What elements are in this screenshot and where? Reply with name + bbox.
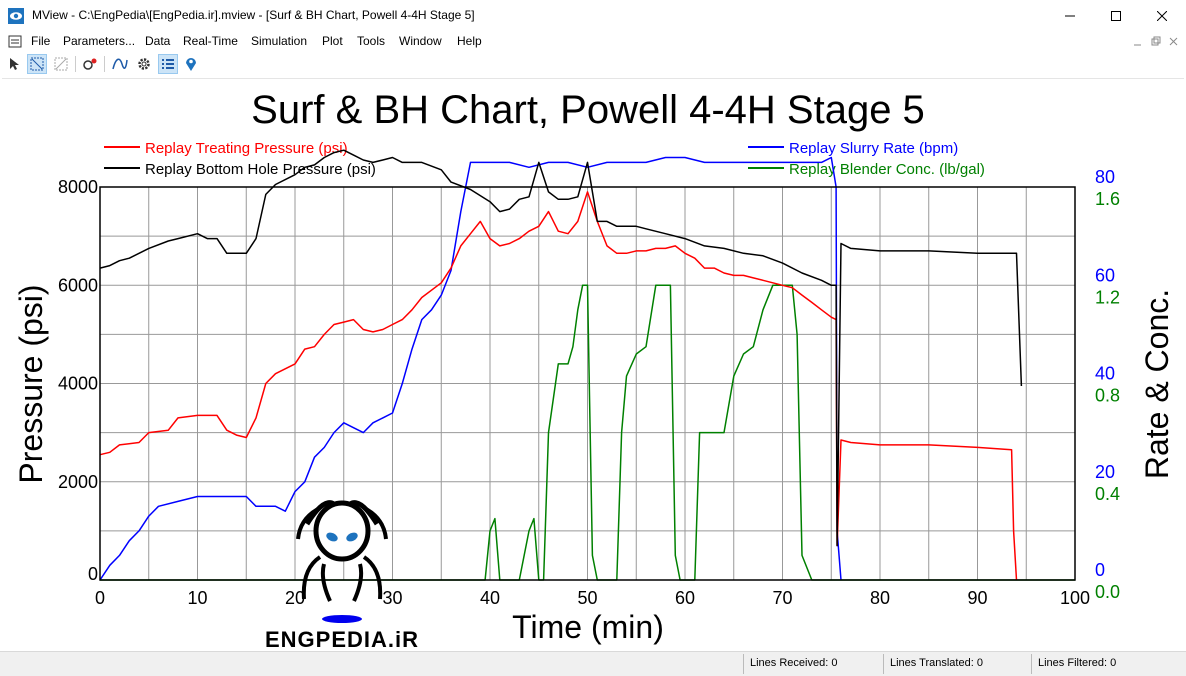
fit-icon bbox=[83, 58, 97, 70]
y-tick-label: 2000 bbox=[58, 472, 98, 492]
engpedia-watermark-text: ENGPEDIA.iR bbox=[265, 627, 419, 651]
status-separator bbox=[1031, 654, 1032, 674]
y-tick-label: 6000 bbox=[58, 275, 98, 295]
window-title: MView - C:\EngPedia\[EngPedia.ir].mview … bbox=[32, 8, 475, 22]
curve-tool-button[interactable] bbox=[110, 54, 130, 74]
minimize-button[interactable] bbox=[1047, 0, 1093, 32]
close-button[interactable] bbox=[1139, 0, 1185, 32]
chart-title: Surf & BH Chart, Powell 4-4H Stage 5 bbox=[251, 88, 925, 132]
menu-real-time[interactable]: Real-Time bbox=[183, 34, 238, 48]
legend-label-slurry: Replay Slurry Rate (bpm) bbox=[789, 140, 958, 157]
conc-tick-label: 0.4 bbox=[1095, 484, 1120, 504]
rate-tick-label: 80 bbox=[1095, 167, 1115, 187]
rate-tick-label: 40 bbox=[1095, 364, 1115, 384]
maximize-button[interactable] bbox=[1093, 0, 1139, 32]
y2-axis-label: Rate & Conc. bbox=[1139, 289, 1175, 479]
status-lines-filtered: Lines Filtered: 0 bbox=[1038, 657, 1117, 669]
y-axis-label: Pressure (psi) bbox=[13, 284, 49, 483]
document-icon[interactable] bbox=[8, 34, 24, 50]
conc-tick-label: 0.8 bbox=[1095, 386, 1120, 406]
location-tool-button[interactable] bbox=[181, 54, 201, 74]
fit-tool-button[interactable] bbox=[80, 54, 100, 74]
x-tick-label: 60 bbox=[675, 588, 695, 608]
menu-file[interactable]: File bbox=[31, 34, 51, 48]
y-tick-label: 8000 bbox=[58, 177, 98, 197]
x-tick-label: 70 bbox=[772, 588, 792, 608]
minimize-icon bbox=[1065, 15, 1075, 17]
chart-svg: Surf & BH Chart, Powell 4-4H Stage 5 Rep… bbox=[13, 88, 1175, 652]
engpedia-logo bbox=[296, 500, 388, 623]
legend-label-bottom-hole: Replay Bottom Hole Pressure (psi) bbox=[145, 161, 376, 178]
x-tick-label: 90 bbox=[967, 588, 987, 608]
series-line-pressure-0 bbox=[99, 191, 1018, 581]
chart-series bbox=[99, 149, 1075, 581]
menu-parameters[interactable]: Parameters... bbox=[63, 34, 136, 48]
rate-tick-label: 20 bbox=[1095, 462, 1115, 482]
x-tick-label: 30 bbox=[382, 588, 402, 608]
legend-label-blender: Replay Blender Conc. (lb/gal) bbox=[789, 161, 985, 178]
location-pin-icon bbox=[186, 58, 196, 71]
zoom-disabled-icon bbox=[54, 57, 68, 71]
toolbar-separator bbox=[75, 56, 76, 72]
x-tick-label: 10 bbox=[187, 588, 207, 608]
conc-tick-label: 1.6 bbox=[1095, 189, 1120, 209]
pointer-icon bbox=[10, 58, 19, 70]
chart-panel: Surf & BH Chart, Powell 4-4H Stage 5 Rep… bbox=[2, 78, 1184, 652]
mdi-controls[interactable] bbox=[1132, 36, 1182, 48]
menu-plot[interactable]: Plot bbox=[322, 34, 343, 48]
status-separator bbox=[743, 654, 744, 674]
menu-help[interactable]: Help bbox=[457, 34, 482, 48]
x-tick-label: 0 bbox=[95, 588, 105, 608]
conc-tick-label: 0.0 bbox=[1095, 582, 1120, 602]
toolbar-separator bbox=[104, 56, 105, 72]
conc-tick-label: 1.2 bbox=[1095, 287, 1120, 307]
maximize-icon bbox=[1111, 11, 1121, 21]
status-lines-translated: Lines Translated: 0 bbox=[890, 657, 983, 669]
curve-icon bbox=[112, 58, 128, 70]
zoom-box-icon bbox=[30, 57, 44, 71]
list-tool-button[interactable] bbox=[158, 54, 178, 74]
y-tick-label: 4000 bbox=[58, 374, 98, 394]
status-bar: Lines Received: 0 Lines Translated: 0 Li… bbox=[0, 651, 1186, 676]
x-tick-label: 40 bbox=[480, 588, 500, 608]
rate-tick-label: 0 bbox=[1095, 560, 1105, 580]
menu-bar: File Parameters... Data Real-Time Simula… bbox=[0, 32, 1186, 52]
menu-window[interactable]: Window bbox=[399, 34, 442, 48]
menu-simulation[interactable]: Simulation bbox=[251, 34, 308, 48]
status-lines-received: Lines Received: 0 bbox=[750, 657, 838, 669]
status-separator bbox=[883, 654, 884, 674]
chart-ticks: 0 10 20 30 40 50 60 70 80 90 100020004000600080000… bbox=[58, 167, 1120, 608]
chart-grid bbox=[100, 187, 1075, 580]
rate-tick-label: 60 bbox=[1095, 265, 1115, 285]
menu-data[interactable]: Data bbox=[145, 34, 171, 48]
app-eye-icon bbox=[8, 8, 24, 24]
legend-label-treating: Replay Treating Pressure (psi) bbox=[145, 140, 348, 157]
series-line-rate-2 bbox=[99, 156, 842, 581]
toolbar bbox=[0, 52, 1186, 76]
zoom-disabled-tool-button[interactable] bbox=[51, 54, 71, 74]
close-icon bbox=[1157, 11, 1167, 21]
settings-tool-button[interactable] bbox=[134, 54, 154, 74]
x-tick-label: 80 bbox=[870, 588, 890, 608]
title-bar: MView - C:\EngPedia\[EngPedia.ir].mview … bbox=[0, 0, 1186, 32]
x-tick-label: 20 bbox=[285, 588, 305, 608]
zoom-box-tool-button[interactable] bbox=[27, 54, 47, 74]
series-line-pressure-1 bbox=[99, 149, 1023, 547]
settings-gear-icon bbox=[138, 58, 150, 70]
pointer-tool-button[interactable] bbox=[4, 54, 24, 74]
list-icon bbox=[162, 59, 174, 69]
x-tick-label: 50 bbox=[577, 588, 597, 608]
x-axis-label: Time (min) bbox=[512, 609, 664, 645]
plot-frame bbox=[99, 186, 1076, 581]
menu-tools[interactable]: Tools bbox=[357, 34, 386, 48]
y-tick-label: 0 bbox=[88, 564, 98, 584]
series-line-conc-3 bbox=[100, 284, 1075, 581]
x-tick-label: 100 bbox=[1060, 588, 1090, 608]
